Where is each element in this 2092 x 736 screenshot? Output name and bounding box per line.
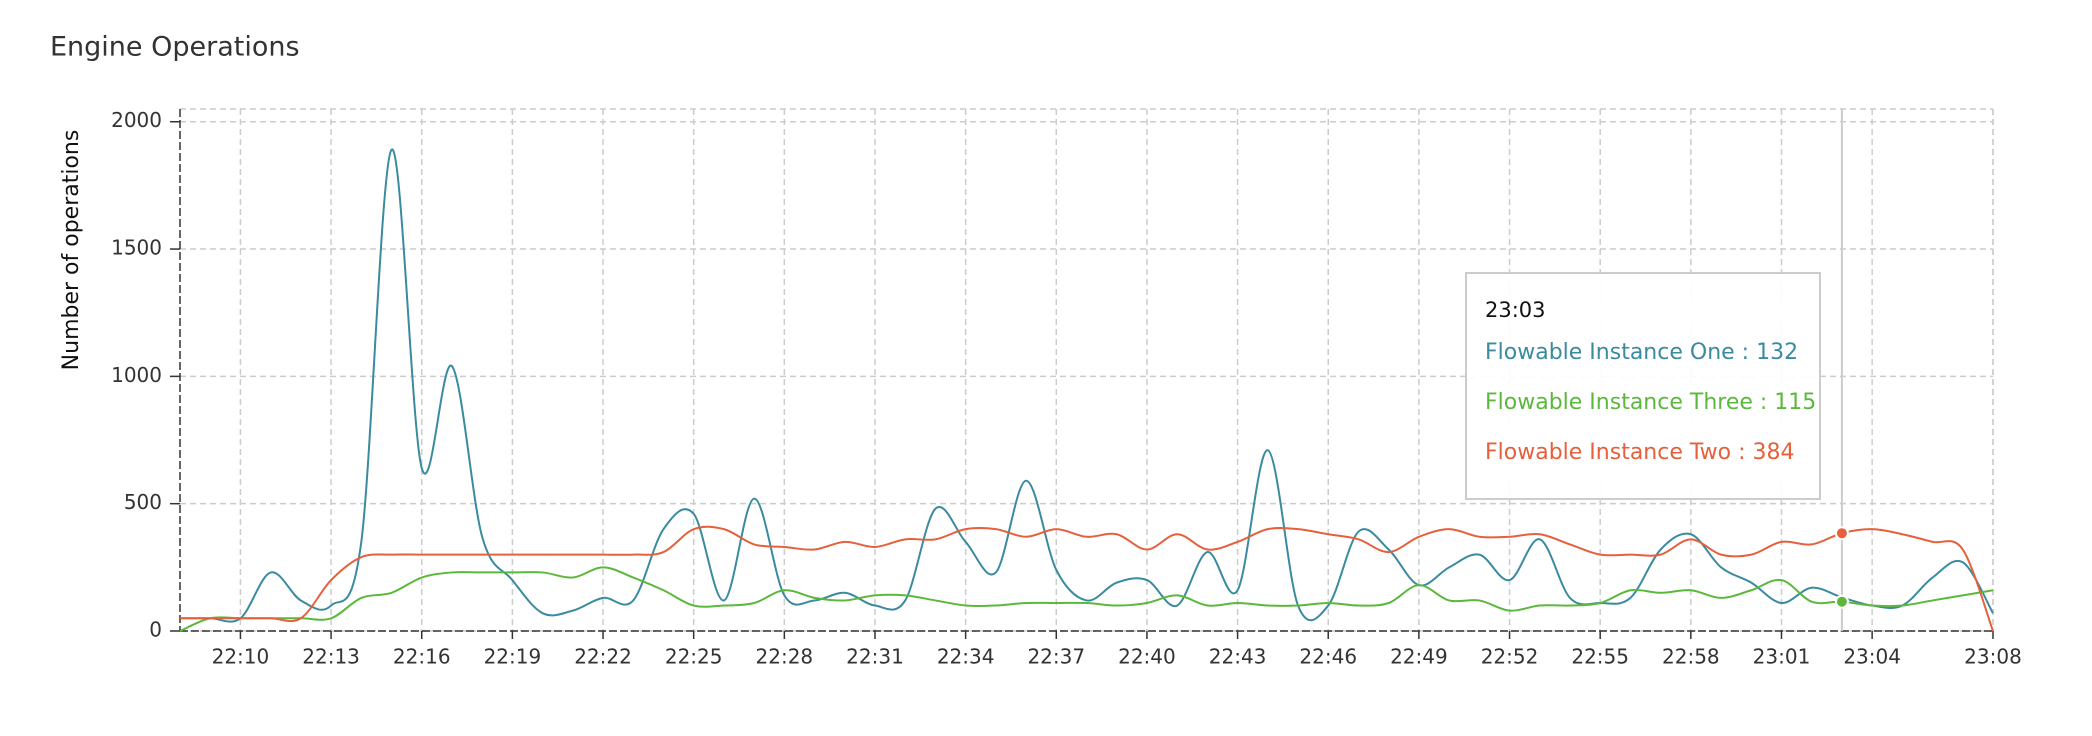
x-tick-label: 22:43 bbox=[1209, 645, 1267, 669]
x-tick-label: 23:04 bbox=[1843, 645, 1901, 669]
y-tick-label: 0 bbox=[149, 618, 162, 642]
y-axis-label: Number of operations bbox=[59, 130, 84, 371]
x-tick-label: 22:58 bbox=[1662, 645, 1720, 669]
tooltip: 23:03 Flowable Instance One : 132 Flowable… bbox=[1465, 272, 1821, 500]
x-tick-label: 22:37 bbox=[1027, 645, 1085, 669]
y-tick-label: 1000 bbox=[111, 363, 162, 387]
tooltip-entry: Flowable Instance Three : 115 bbox=[1485, 390, 1816, 415]
tooltip-box bbox=[1465, 272, 1821, 500]
x-tick-label: 22:22 bbox=[574, 645, 632, 669]
hover-point bbox=[1834, 526, 1849, 541]
x-tick-label: 22:13 bbox=[302, 645, 360, 669]
series-line bbox=[180, 525, 1994, 632]
x-tick-label: 22:34 bbox=[937, 645, 995, 669]
x-tick-label: 22:49 bbox=[1390, 645, 1448, 669]
x-tick-label: 22:31 bbox=[846, 645, 904, 669]
y-tick-label: 500 bbox=[124, 490, 162, 514]
x-tick-label: 22:40 bbox=[1118, 645, 1176, 669]
chart-title: Engine Operations bbox=[50, 32, 300, 63]
x-tick-label: 22:25 bbox=[665, 645, 723, 669]
x-tick-label: 22:28 bbox=[756, 645, 814, 669]
tooltip-title: 23:03 bbox=[1485, 298, 1546, 322]
y-tick-label: 2000 bbox=[111, 108, 162, 132]
y-tick-label: 1500 bbox=[111, 236, 162, 260]
x-tick-label: 22:19 bbox=[484, 645, 542, 669]
series-line bbox=[179, 566, 1994, 632]
x-tick-label: 23:08 bbox=[1964, 645, 2022, 669]
x-tick-label: 22:16 bbox=[393, 645, 451, 669]
x-tick-label: 22:52 bbox=[1481, 645, 1539, 669]
hover-point bbox=[1834, 594, 1849, 609]
x-tick-label: 22:10 bbox=[212, 645, 270, 669]
tooltip-entry: Flowable Instance One : 132 bbox=[1485, 340, 1798, 365]
tooltip-entry: Flowable Instance Two : 384 bbox=[1485, 440, 1795, 465]
x-tick-label: 22:55 bbox=[1571, 645, 1629, 669]
x-tick-label: 23:01 bbox=[1753, 645, 1811, 669]
x-tick-label: 22:46 bbox=[1299, 645, 1357, 669]
